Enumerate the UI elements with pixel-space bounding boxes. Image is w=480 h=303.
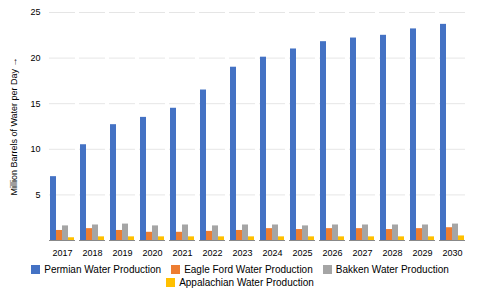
- svg-text:2025: 2025: [292, 248, 312, 258]
- html-text:Permian Water Production: Permian Water Production: [44, 264, 162, 275]
- svg-text:2023: 2023: [232, 248, 252, 258]
- svg-text:2027: 2027: [352, 248, 372, 258]
- svg-text:5: 5: [35, 190, 40, 200]
- svg-text:Million Barrels of Water per D: Million Barrels of Water per Day →: [9, 57, 19, 195]
- svg-text:2022: 2022: [202, 248, 222, 258]
- svg-text:2021: 2021: [172, 248, 192, 258]
- svg-text:25: 25: [30, 7, 40, 17]
- svg-text:2028: 2028: [382, 248, 402, 258]
- svg-text:2020: 2020: [142, 248, 162, 258]
- svg-text:2019: 2019: [112, 248, 132, 258]
- html-text:Bakken Water Production: Bakken Water Production: [335, 264, 449, 275]
- svg-text:2030: 2030: [442, 248, 462, 258]
- svg-text:15: 15: [30, 99, 40, 109]
- svg-text:10: 10: [30, 144, 40, 154]
- svg-text:2018: 2018: [82, 248, 102, 258]
- svg-text:2024: 2024: [262, 248, 282, 258]
- svg-text:2017: 2017: [52, 248, 72, 258]
- svg-text:2026: 2026: [322, 248, 342, 258]
- svg-text:2029: 2029: [412, 248, 432, 258]
- html-text:Eagle Ford Water Production: Eagle Ford Water Production: [184, 264, 313, 275]
- html-text:Appalachian Water Production: Appalachian Water Production: [179, 277, 314, 288]
- svg-text:20: 20: [30, 53, 40, 63]
